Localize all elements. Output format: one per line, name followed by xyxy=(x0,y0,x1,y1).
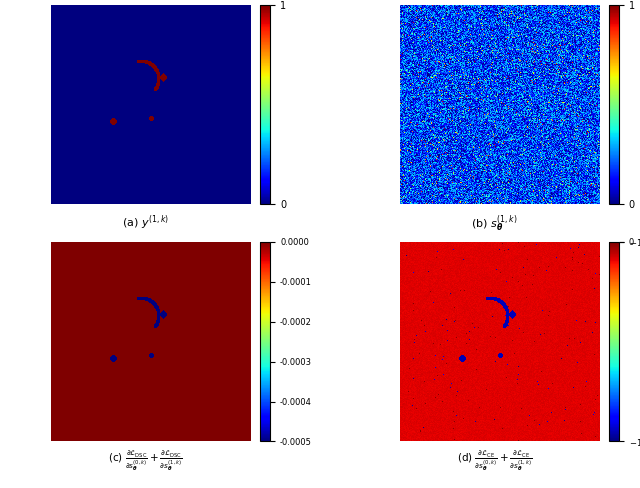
Text: (a) $y^{(1,k)}$: (a) $y^{(1,k)}$ xyxy=(122,214,169,232)
Text: (d) $\frac{\partial \mathcal{L}_{\mathrm{CE}}}{\partial s_{\boldsymbol{\theta}}^: (d) $\frac{\partial \mathcal{L}_{\mathrm… xyxy=(456,450,532,473)
Text: (b) $s_{\boldsymbol{\theta}}^{(1,k)}$: (b) $s_{\boldsymbol{\theta}}^{(1,k)}$ xyxy=(471,213,518,234)
Text: (c) $\frac{\partial \mathcal{L}_{\mathrm{DSC}}}{\partial s_{\boldsymbol{\theta}}: (c) $\frac{\partial \mathcal{L}_{\mathrm… xyxy=(108,450,183,473)
